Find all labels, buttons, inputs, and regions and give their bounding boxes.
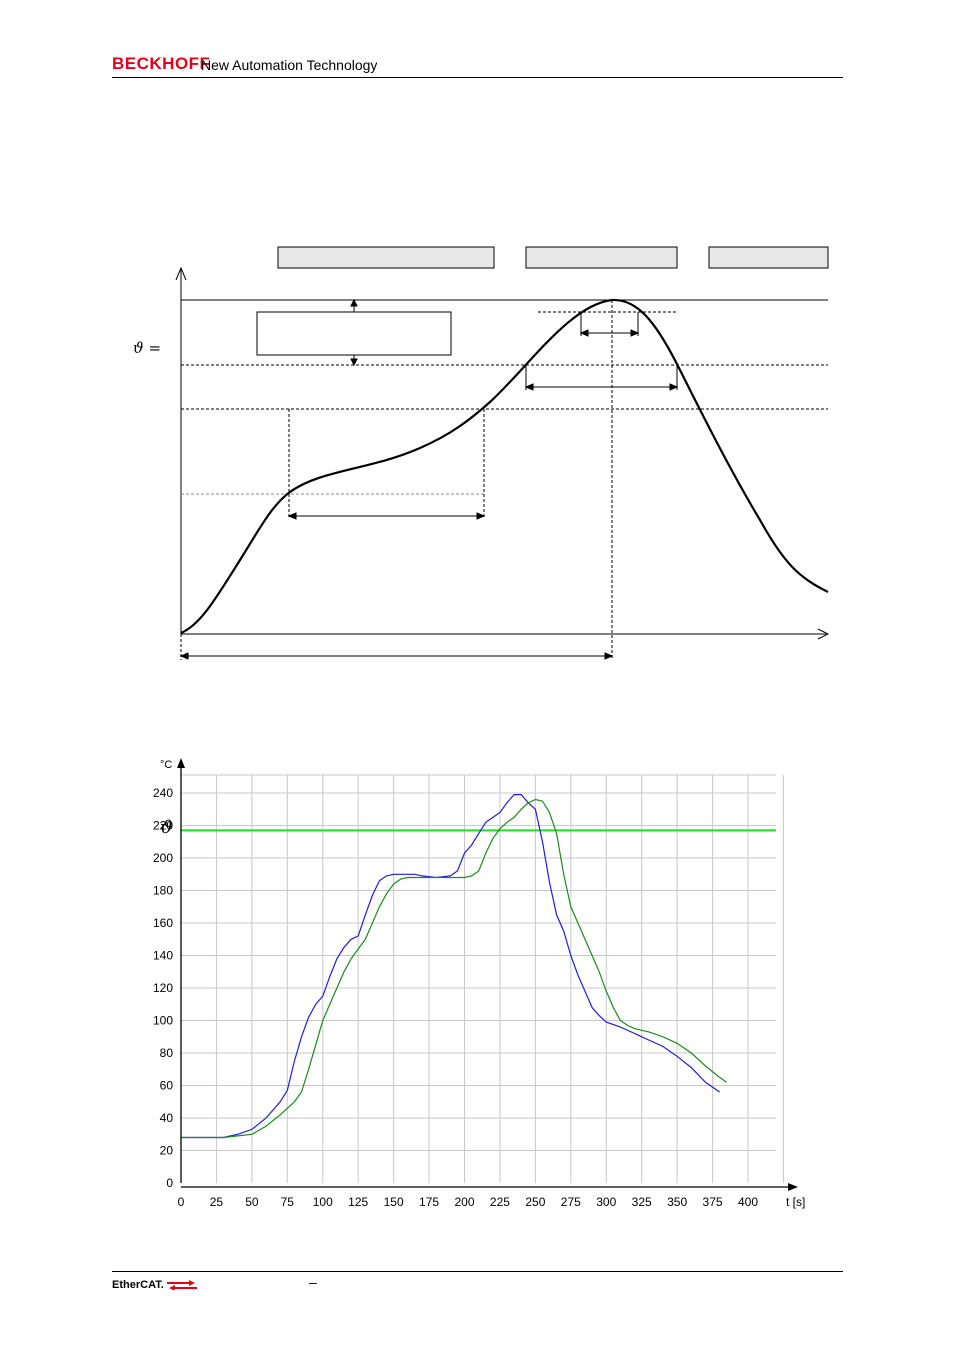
dim-arrow-head [669, 383, 679, 391]
series-line-1 [181, 793, 720, 1139]
chart-background [146, 755, 808, 1210]
y-tick-label: 20 [160, 1144, 174, 1158]
y-tick-label: 120 [153, 981, 173, 995]
x-tick-label: 250 [525, 1195, 545, 1209]
diagram-x-arrow [817, 628, 830, 640]
profile-curve [180, 298, 829, 635]
y-tick-label: 180 [153, 884, 173, 898]
x-tick-label: 125 [348, 1195, 368, 1209]
x-tick-label: 50 [245, 1195, 259, 1209]
footer-dash: – [309, 1274, 317, 1290]
ethercat-logo-a: Ether [112, 1279, 141, 1291]
x-tick-label: 400 [738, 1195, 758, 1209]
temperature-profile-diagram: ϑ = [133, 246, 830, 660]
x-axis-arrow [788, 1183, 798, 1191]
dim-arrow-head [604, 652, 614, 660]
x-tick-label: 175 [419, 1195, 439, 1209]
x-tick-label: 325 [632, 1195, 652, 1209]
ethercat-logo: EtherCAT. [112, 1279, 197, 1291]
chart-axes [177, 758, 798, 1191]
diagram-y-arrow [175, 266, 187, 281]
zone-label-box-1 [277, 246, 495, 269]
y-tick-label: 80 [160, 1046, 174, 1060]
header-tagline: New Automation Technology [201, 57, 378, 73]
y-tick-label: 60 [160, 1079, 174, 1093]
footer-rule [112, 1271, 843, 1272]
x-tick-label: 75 [281, 1195, 295, 1209]
y-tick-label: 0 [166, 1176, 173, 1190]
tolerance-label-box [256, 311, 452, 356]
x-tick-label: 275 [561, 1195, 581, 1209]
dim-arrow-head [350, 298, 358, 307]
ethercat-arrows-icon [166, 1280, 197, 1291]
chart-series [181, 793, 728, 1139]
y-tick-label: 200 [153, 851, 173, 865]
x-tick-label: 25 [210, 1195, 224, 1209]
x-tick-label: 300 [596, 1195, 616, 1209]
y-tick-label: 220 [153, 819, 173, 833]
y-axis-unit: °C [160, 759, 172, 771]
chart-grid [180, 774, 784, 1183]
x-tick-label: 0 [178, 1195, 185, 1209]
x-axis-label: t [s] [786, 1195, 805, 1209]
x-tick-label: 150 [384, 1195, 404, 1209]
series-line-2 [181, 798, 728, 1139]
dim-arrow-head [579, 329, 589, 337]
y-tick-label: 160 [153, 916, 173, 930]
zone-label-box-2 [525, 246, 678, 269]
dim-arrow-head [476, 512, 486, 520]
dim-arrow-head [179, 652, 189, 660]
y-tick-label: 240 [153, 786, 173, 800]
theta-overlay: ϑ [160, 817, 173, 838]
y-axis-arrow [177, 758, 185, 768]
x-tick-label: 350 [667, 1195, 687, 1209]
x-tick-label: 375 [703, 1195, 723, 1209]
dim-arrow-head [350, 358, 358, 367]
x-tick-label: 100 [313, 1195, 333, 1209]
y-tick-label: 100 [153, 1014, 173, 1028]
theta-label: ϑ = [133, 339, 161, 357]
beckhoff-logo: BECKHOFF [112, 54, 211, 73]
dim-arrow-head [524, 383, 534, 391]
dim-arrow-head [287, 512, 297, 520]
y-tick-label: 140 [153, 949, 173, 963]
chart-tick-labels: 0 25 50 75 100 125 150 175 200 225 250 275 300 325 350… [153, 786, 758, 1209]
x-tick-label: 225 [490, 1195, 510, 1209]
page-header: BECKHOFF New Automation Technology [112, 54, 843, 78]
ethercat-logo-b: CAT. [140, 1279, 164, 1291]
zone-label-box-3 [708, 246, 829, 269]
header-rule [112, 77, 843, 78]
dim-arrow-head [630, 329, 640, 337]
x-tick-label: 200 [454, 1195, 474, 1209]
y-tick-label: 40 [160, 1111, 174, 1125]
